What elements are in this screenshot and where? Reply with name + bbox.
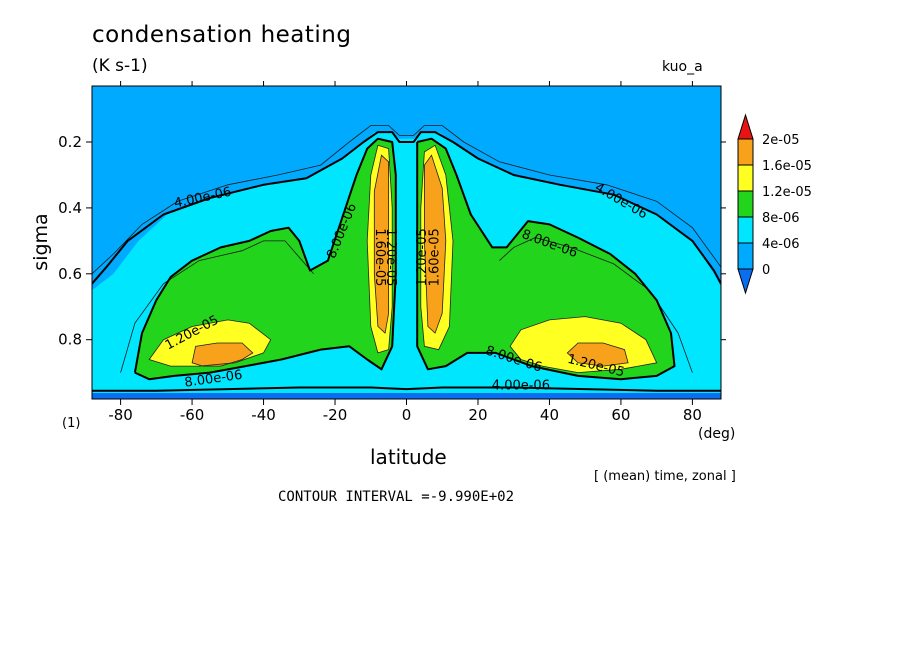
contour-label: 1.60e-05 (428, 228, 443, 286)
contour-region-band-1.6e-05 (192, 343, 253, 367)
y-axis-label: sigma (30, 213, 52, 270)
contour-label: 1.60e-05 (372, 228, 387, 286)
band-outline (148, 319, 272, 367)
y-tick-label: 0.2 (58, 133, 82, 151)
x-tick-label: 60 (611, 406, 630, 424)
contour-region-band-1.6e-05 (374, 155, 389, 334)
major-contour-line (416, 137, 676, 381)
colorbar-swatch (737, 190, 754, 218)
x-unit-label: (deg) (698, 426, 736, 442)
x-axis: -80 -60 -40 -20 0 20 40 60 80 (108, 81, 702, 424)
colorbar-label: 1.6e-05 (762, 159, 812, 174)
contour-region-band-1.6e-05 (567, 343, 629, 367)
x-axis-label: latitude (370, 445, 447, 469)
band-outline (424, 154, 447, 334)
x-tick-label: 0 (402, 406, 412, 424)
contour-label: 1.20e-05 (415, 228, 430, 286)
band-outline (420, 144, 454, 351)
colorbar-label: 2e-05 (762, 133, 800, 148)
band-outline (566, 342, 629, 367)
x-tick-label: -20 (323, 406, 348, 424)
colorbar-lower-arrow (737, 268, 754, 295)
colorbar-swatch (737, 216, 754, 244)
x-tick-label: 40 (540, 406, 559, 424)
colorbar: 2e-05 1.6e-05 1.2e-05 8e-06 4e-06 0 (737, 113, 812, 295)
average-note: [ (mean) time, zonal ] (594, 469, 736, 484)
x-tick-label: -40 (251, 406, 276, 424)
colorbar-swatch (737, 242, 754, 270)
y-tick-label: 0.8 (58, 331, 82, 349)
contour-lines (92, 125, 721, 392)
y-tick-label: 0.6 (58, 265, 82, 283)
colorbar-label: 1.2e-05 (762, 185, 812, 200)
colorbar-label: 8e-06 (762, 211, 800, 226)
contour-label: 4.00e-06 (492, 378, 550, 393)
thin-contour-line (499, 237, 693, 373)
units-label: (K s-1) (92, 56, 148, 76)
contour-region-band-1.6e-05 (424, 155, 446, 334)
contour-region-band-8e-06 (134, 138, 396, 380)
band-outline (509, 316, 658, 374)
colorbar-label: 4e-06 (762, 237, 800, 252)
major-contour-line (92, 386, 721, 392)
contour-region-band-8e-06 (417, 138, 675, 380)
y-axis: 0.2 0.4 0.6 0.8 (58, 133, 726, 349)
contour-label: 1.20e-05 (383, 228, 398, 286)
band-outline (373, 154, 389, 334)
chart-title: condensation heating (92, 22, 352, 48)
contour-interval: CONTOUR INTERVAL =-9.990E+02 (278, 489, 515, 505)
x-tick-label: -60 (180, 406, 205, 424)
filled-contours (92, 132, 721, 399)
colorbar-swatch (737, 138, 754, 166)
band-outline (191, 342, 254, 367)
near-surface-band (92, 393, 721, 399)
index-label: (1) (62, 416, 81, 431)
major-contour-line (133, 137, 397, 381)
colorbar-upper-arrow (737, 113, 754, 140)
thin-contour-line (120, 240, 314, 373)
band-outline (366, 144, 393, 354)
thin-contour-line (92, 125, 721, 275)
colorbar-label: 0 (762, 263, 770, 278)
major-contour-line (92, 131, 721, 285)
x-tick-label: -80 (108, 406, 133, 424)
colorbar-swatch (737, 164, 754, 192)
model-label: kuo_a (662, 59, 703, 75)
x-tick-label: 80 (683, 406, 702, 424)
x-tick-label: 20 (468, 406, 487, 424)
y-tick-label: 0.4 (58, 199, 82, 217)
